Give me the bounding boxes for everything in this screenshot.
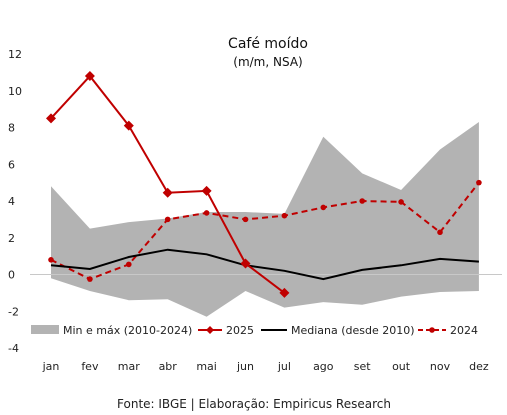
point-2024 bbox=[203, 210, 210, 216]
point-2024 bbox=[359, 198, 366, 204]
x-tick-label: jun bbox=[236, 360, 254, 373]
chart-legend: Min e máx (2010-2024) 2025 Mediana (desde … bbox=[31, 324, 478, 337]
x-tick-label: nov bbox=[430, 360, 451, 373]
point-2024 bbox=[164, 216, 171, 223]
point-2024 bbox=[87, 276, 93, 282]
x-tick-label: mar bbox=[118, 360, 140, 373]
x-tick-label: fev bbox=[81, 360, 99, 373]
y-tick-label: 8 bbox=[8, 122, 15, 135]
point-2024 bbox=[242, 216, 249, 223]
point-2025 bbox=[162, 187, 173, 198]
chart-title: Café moído bbox=[228, 36, 308, 52]
point-2025 bbox=[46, 113, 56, 124]
series-line-median bbox=[50, 248, 479, 281]
y-tick-label: 4 bbox=[8, 195, 15, 208]
point-2025 bbox=[84, 71, 95, 82]
y-tick-label: 2 bbox=[8, 232, 15, 245]
minmax-band bbox=[51, 122, 479, 317]
legend-marker-2024 bbox=[429, 327, 435, 333]
x-tick-label: mai bbox=[196, 360, 217, 373]
legend-marker-2025 bbox=[206, 326, 214, 334]
y-tick-label: 12 bbox=[8, 48, 22, 61]
source-note: Fonte: IBGE | Elaboração: Empiricus Rese… bbox=[117, 397, 391, 411]
point-2024 bbox=[320, 204, 327, 211]
point-2025 bbox=[201, 185, 212, 196]
x-tick-label: abr bbox=[159, 360, 178, 373]
y-tick-label: -4 bbox=[8, 342, 19, 355]
point-2024 bbox=[476, 179, 482, 186]
plot-area: -4 -2 0 2 4 6 8 10 12 jan fev mar abr mai jun jul ago set… bbox=[8, 48, 502, 373]
point-2025 bbox=[279, 287, 290, 298]
point-2025 bbox=[240, 258, 251, 269]
x-tick-label: set bbox=[354, 360, 371, 373]
x-tick-label: jan bbox=[42, 360, 60, 373]
x-tick-label: dez bbox=[469, 360, 489, 373]
x-tick-label: out bbox=[392, 360, 411, 373]
point-2024 bbox=[281, 212, 288, 219]
legend-label-2025: 2025 bbox=[226, 324, 254, 337]
point-2025 bbox=[123, 120, 134, 131]
legend-label-2024: 2024 bbox=[450, 324, 478, 337]
legend-label-band: Min e máx (2010-2024) bbox=[63, 324, 192, 337]
point-2024 bbox=[398, 199, 404, 205]
y-tick-label: 6 bbox=[8, 158, 15, 171]
y-tick-label: 10 bbox=[8, 85, 22, 98]
y-tick-label: 0 bbox=[8, 269, 15, 282]
point-2024 bbox=[126, 261, 132, 268]
legend-swatch-band bbox=[31, 325, 59, 334]
x-tick-label: jul bbox=[277, 360, 291, 373]
chart-subtitle: (m/m, NSA) bbox=[233, 55, 302, 69]
point-2024 bbox=[437, 229, 443, 236]
legend-label-median: Mediana (desde 2010) bbox=[291, 324, 415, 337]
point-2024 bbox=[48, 257, 54, 263]
y-tick-label: -2 bbox=[8, 305, 19, 318]
series-line-2024 bbox=[50, 181, 480, 281]
x-tick-label: ago bbox=[313, 360, 334, 373]
